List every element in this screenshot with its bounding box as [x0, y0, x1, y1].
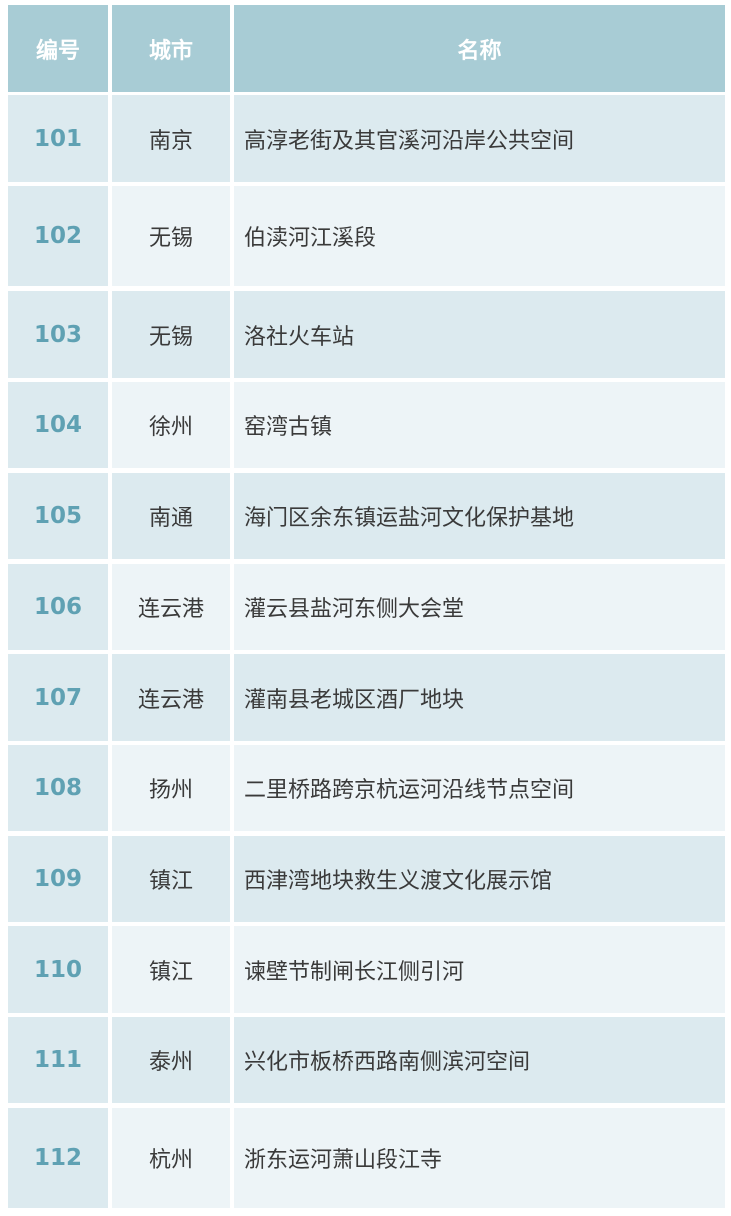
row-id: 105 [8, 473, 108, 559]
row-id: 112 [8, 1108, 108, 1208]
row-id: 102 [8, 186, 108, 286]
row-name: 伯渎河江溪段 [234, 186, 725, 286]
row-name: 西津湾地块救生义渡文化展示馆 [234, 836, 725, 922]
row-name: 海门区余东镇运盐河文化保护基地 [234, 473, 725, 559]
row-name: 谏壁节制闸长江侧引河 [234, 926, 725, 1013]
row-city: 南京 [112, 95, 230, 182]
row-name: 灌南县老城区酒厂地块 [234, 654, 725, 741]
row-name: 窑湾古镇 [234, 382, 725, 468]
header-name: 名称 [234, 5, 725, 92]
row-id: 109 [8, 836, 108, 922]
row-city: 镇江 [112, 926, 230, 1013]
row-id: 101 [8, 95, 108, 182]
row-city: 连云港 [112, 654, 230, 741]
row-city: 镇江 [112, 836, 230, 922]
row-id: 110 [8, 926, 108, 1013]
header-city: 城市 [112, 5, 230, 92]
row-name: 二里桥路跨京杭运河沿线节点空间 [234, 745, 725, 831]
row-id: 104 [8, 382, 108, 468]
row-name: 高淳老街及其官溪河沿岸公共空间 [234, 95, 725, 182]
row-id: 103 [8, 291, 108, 378]
row-name: 洛社火车站 [234, 291, 725, 378]
row-city: 扬州 [112, 745, 230, 831]
row-id: 111 [8, 1017, 108, 1103]
row-city: 连云港 [112, 564, 230, 650]
row-city: 泰州 [112, 1017, 230, 1103]
row-city: 杭州 [112, 1108, 230, 1208]
row-id: 107 [8, 654, 108, 741]
header-id: 编号 [8, 5, 108, 92]
row-name: 兴化市板桥西路南侧滨河空间 [234, 1017, 725, 1103]
row-id: 108 [8, 745, 108, 831]
row-city: 南通 [112, 473, 230, 559]
row-name: 浙东运河萧山段江寺 [234, 1108, 725, 1208]
row-city: 无锡 [112, 186, 230, 286]
row-id: 106 [8, 564, 108, 650]
row-name: 灌云县盐河东侧大会堂 [234, 564, 725, 650]
row-city: 徐州 [112, 382, 230, 468]
row-city: 无锡 [112, 291, 230, 378]
